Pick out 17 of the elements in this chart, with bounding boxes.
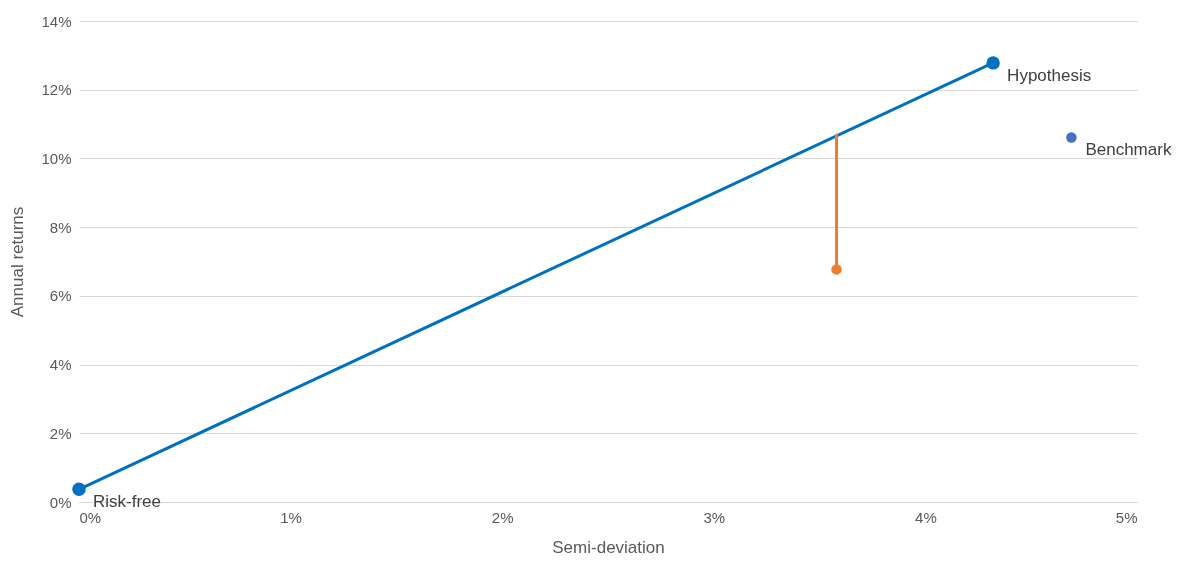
x-tick-label: 2% bbox=[491, 508, 514, 526]
y-tick-label: 8% bbox=[49, 218, 72, 236]
y-tick-label: 14% bbox=[41, 12, 72, 30]
x-tick-label: 5% bbox=[1115, 508, 1138, 526]
y-tick-label: 2% bbox=[49, 424, 72, 442]
x-tick-label: 3% bbox=[703, 508, 726, 526]
y-tick-label: 10% bbox=[41, 149, 72, 167]
x-axis-title: Semi-deviation bbox=[552, 537, 665, 557]
y-axis-title: Annual returns bbox=[8, 206, 28, 318]
y-tick-label: 0% bbox=[49, 493, 72, 511]
x-tick-label: 4% bbox=[915, 508, 937, 526]
annotation: Hypothesis bbox=[1007, 65, 1092, 85]
y-tick-label: 4% bbox=[49, 356, 72, 374]
y-tick-label: 12% bbox=[41, 81, 72, 99]
x-tick-label: 1% bbox=[280, 508, 302, 526]
y-tick-label: 6% bbox=[49, 287, 72, 305]
annotation: Benchmark bbox=[1085, 140, 1172, 160]
